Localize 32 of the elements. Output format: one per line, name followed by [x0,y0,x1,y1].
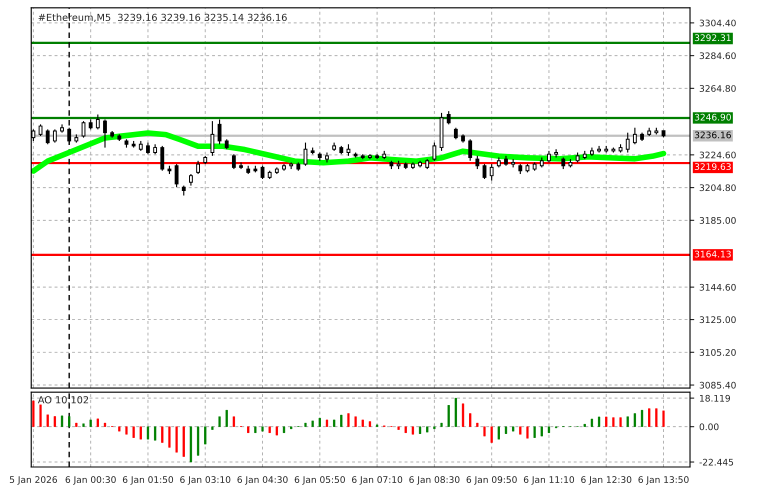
ref-line-label: 3219.63 [694,163,731,170]
y-tick-label: 3125.00 [700,316,736,324]
x-tick-label: 5 Jan 2026 [10,476,58,485]
x-tick-label: 6 Jan 13:50 [638,476,689,485]
y-tick-label: 3224.60 [700,152,736,158]
y-tick-label: 3085.40 [700,382,736,389]
text: #Ethereum,M5 3239.16 3239.16 3235.14 3236.16 [38,14,287,22]
x-tick-label: 6 Jan 11:10 [524,476,574,485]
x-tick-label: 6 Jan 01:50 [122,476,174,485]
x-tick-label: 6 Jan 05:50 [294,476,345,485]
x-tick-label: 6 Jan 09:50 [466,476,517,485]
y-tick-label: 3144.60 [700,284,736,291]
y-tick-label: 3284.60 [700,52,736,60]
ref-line-label: 3292.31 [694,34,731,42]
y-tick-label: 3304.40 [700,20,736,26]
y-tick-label: 0.00 [700,423,719,430]
ref-line-label: 3246.90 [694,114,731,121]
ref-line-label: 3164.13 [694,250,731,258]
y-tick-label: 3185.00 [700,217,736,224]
y-tick-label: 3105.20 [700,349,736,356]
x-tick-label: 6 Jan 04:30 [237,476,288,485]
x-tick-label: 6 Jan 00:30 [66,476,116,485]
x-tick-label: 6 Jan 12:30 [581,476,632,485]
y-tick-label: 3204.80 [700,184,736,192]
y-tick-label: 18.119 [700,394,730,402]
x-tick-label: 6 Jan 08:30 [409,476,460,485]
x-tick-label: 6 Jan 03:10 [180,476,230,485]
ref-line-label: 3236.16 [694,132,731,138]
x-tick-label: 6 Jan 07:10 [352,476,402,485]
y-tick-label: -22.445 [699,458,734,466]
y-tick-label: 3264.80 [700,85,736,92]
annotation: AO 10.102 [38,396,88,404]
